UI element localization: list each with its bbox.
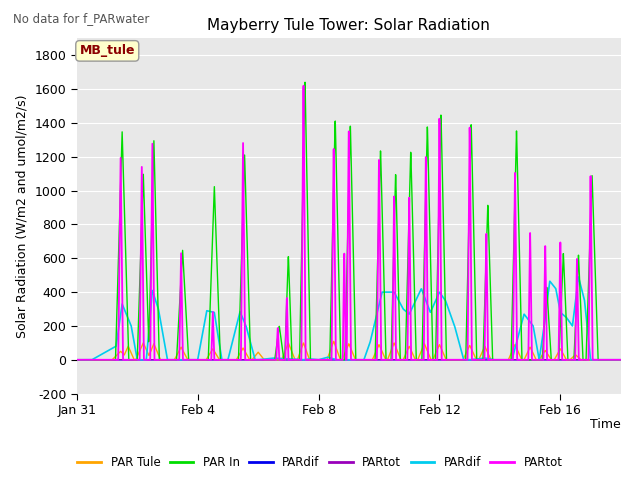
PARdif <box>616 357 624 363</box>
PAR In <box>412 325 419 331</box>
PARdif <box>565 318 573 324</box>
PAR In <box>402 336 410 342</box>
PAR In <box>301 79 309 85</box>
Line: PAR In: PAR In <box>77 82 621 360</box>
PAR In <box>73 357 81 363</box>
PARdif <box>189 357 197 363</box>
PARtot <box>300 83 307 89</box>
PAR Tule <box>189 357 197 363</box>
PAR Tule <box>73 357 81 363</box>
PARtot <box>189 357 197 363</box>
PARdif <box>575 274 582 280</box>
PARtot <box>402 357 410 363</box>
Line: PARtot: PARtot <box>77 86 621 360</box>
PAR Tule <box>412 357 419 363</box>
PAR In <box>189 357 197 363</box>
PARtot <box>616 357 624 363</box>
PARdif <box>617 357 625 363</box>
PARdif <box>617 357 625 363</box>
PARtot <box>73 357 81 363</box>
PARtot <box>402 357 410 363</box>
PARdif <box>412 299 419 304</box>
PARdif <box>617 357 625 363</box>
PAR In <box>617 357 625 363</box>
PARdif <box>412 357 419 363</box>
PAR Tule <box>617 357 625 363</box>
PAR In <box>617 357 625 363</box>
PAR In <box>565 357 573 363</box>
Line: PAR Tule: PAR Tule <box>77 341 621 360</box>
PAR In <box>225 357 232 363</box>
PAR Tule <box>225 357 232 363</box>
PAR Tule <box>565 357 573 363</box>
PARtot <box>225 357 232 363</box>
X-axis label: Time: Time <box>590 419 621 432</box>
PARtot <box>189 357 197 363</box>
PARtot <box>617 357 625 363</box>
PARtot <box>412 357 419 363</box>
PARdif <box>73 357 81 363</box>
PARdif <box>565 357 573 363</box>
PAR Tule <box>402 351 410 357</box>
PARtot <box>565 357 573 363</box>
PARtot <box>565 357 573 363</box>
PARtot <box>412 357 419 363</box>
PARdif <box>225 357 232 363</box>
PARdif <box>402 357 410 363</box>
PARtot <box>225 357 232 363</box>
PARdif <box>225 354 232 360</box>
Line: PARdif: PARdif <box>77 277 621 360</box>
PARdif <box>189 357 197 363</box>
Y-axis label: Solar Radiation (W/m2 and umol/m2/s): Solar Radiation (W/m2 and umol/m2/s) <box>16 94 29 338</box>
PARtot <box>617 357 625 363</box>
PARtot <box>73 357 81 363</box>
Title: Mayberry Tule Tower: Solar Radiation: Mayberry Tule Tower: Solar Radiation <box>207 18 490 33</box>
PAR Tule <box>330 338 338 344</box>
PARtot <box>617 357 625 363</box>
Text: No data for f_PARwater: No data for f_PARwater <box>13 12 149 25</box>
PAR Tule <box>617 357 625 363</box>
Legend: PAR Tule, PAR In, PARdif, PARtot, PARdif, PARtot: PAR Tule, PAR In, PARdif, PARtot, PARdif… <box>73 452 567 474</box>
PARdif <box>73 357 81 363</box>
Text: MB_tule: MB_tule <box>79 44 135 58</box>
PARdif <box>402 308 410 314</box>
